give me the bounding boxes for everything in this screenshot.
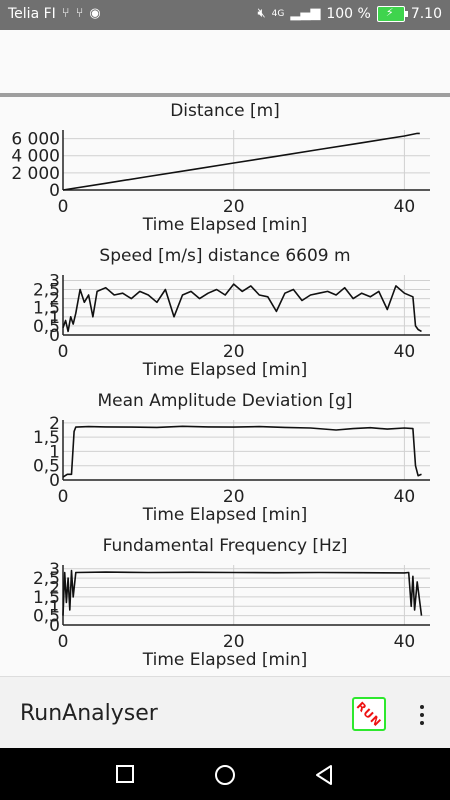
usb-icon: ⑂ bbox=[61, 6, 70, 21]
y-tick-label: 1,5 bbox=[33, 588, 60, 608]
x-tick-label: 40 bbox=[394, 342, 416, 362]
x-tick-label: 20 bbox=[223, 487, 245, 507]
x-axis-label: Time Elapsed [min] bbox=[142, 215, 308, 235]
y-tick-label: 2,5 bbox=[33, 281, 60, 301]
x-tick-label: 0 bbox=[58, 632, 69, 652]
y-tick-label: 4 000 bbox=[11, 147, 60, 167]
battery-icon: ⚡︎ bbox=[376, 6, 408, 22]
series-line bbox=[62, 283, 422, 333]
x-axis-label: Time Elapsed [min] bbox=[142, 505, 308, 525]
chart-title: Speed [m/s] distance 6609 m bbox=[99, 246, 350, 266]
y-tick-label: 1 bbox=[49, 597, 60, 617]
x-tick-label: 40 bbox=[394, 632, 416, 652]
y-tick-label: 2 bbox=[49, 414, 60, 434]
x-tick-label: 20 bbox=[223, 632, 245, 652]
home-icon[interactable] bbox=[214, 764, 236, 786]
y-tick-label: 0 bbox=[49, 616, 60, 636]
app-bar: RunAnalyser RUN bbox=[0, 676, 450, 749]
y-tick-label: 2 000 bbox=[11, 164, 60, 184]
y-tick-label: 2 bbox=[49, 579, 60, 599]
series-line bbox=[62, 425, 422, 478]
y-tick-label: 1,5 bbox=[33, 428, 60, 448]
y-tick-label: 2,5 bbox=[33, 569, 60, 589]
y-tick-label: 0 bbox=[49, 326, 60, 346]
y-tick-label: 0,5 bbox=[33, 457, 60, 477]
y-tick-label: 0,5 bbox=[33, 607, 60, 627]
y-tick-label: 0 bbox=[49, 181, 60, 201]
x-tick-label: 20 bbox=[223, 197, 245, 217]
charts-area[interactable]: Distance [m] 0 2 000 4 000 6 000 0 20 40 Time El… bbox=[0, 97, 450, 675]
chart-title: Distance [m] bbox=[170, 101, 280, 121]
y-tick-label: 3 bbox=[49, 271, 60, 291]
x-tick-label: 40 bbox=[394, 197, 416, 217]
top-blank-area bbox=[0, 30, 450, 94]
clock: 7.10 bbox=[410, 6, 442, 22]
y-tick-label: 6 000 bbox=[11, 130, 60, 150]
navigation-bar bbox=[0, 748, 450, 800]
y-tick-label: 1 bbox=[49, 442, 60, 462]
more-options-icon[interactable] bbox=[412, 699, 432, 731]
circle-app-icon: ◉ bbox=[89, 6, 101, 21]
x-tick-label: 20 bbox=[223, 342, 245, 362]
carrier-label: Telia FI bbox=[8, 6, 56, 22]
y-tick-label: 1,5 bbox=[33, 299, 60, 319]
x-axis-label: Time Elapsed [min] bbox=[142, 360, 308, 380]
battery-percent: 100 % bbox=[326, 6, 371, 22]
usb-icon: ⑂ bbox=[75, 6, 84, 21]
series-line bbox=[62, 132, 420, 191]
x-tick-label: 0 bbox=[58, 487, 69, 507]
y-tick-label: 0 bbox=[49, 471, 60, 491]
y-tick-label: 2 bbox=[49, 290, 60, 310]
app-title: RunAnalyser bbox=[20, 701, 158, 726]
signal-icon: ▂▄▆ bbox=[290, 6, 321, 21]
chart-title: Mean Amplitude Deviation [g] bbox=[97, 391, 352, 411]
divider bbox=[0, 93, 450, 97]
run-button[interactable]: RUN bbox=[352, 697, 386, 731]
status-bar: Telia FI ⑂ ⑂ ◉ 🔇︎ 4G ▂▄▆ 100 % ⚡︎ 7.10 bbox=[0, 0, 450, 30]
mute-icon: 🔇︎ bbox=[257, 6, 266, 21]
recent-apps-icon[interactable] bbox=[115, 764, 135, 784]
network-label: 4G bbox=[271, 9, 285, 19]
y-tick-label: 0,5 bbox=[33, 317, 60, 337]
y-tick-label: 3 bbox=[49, 560, 60, 580]
run-label: RUN bbox=[353, 698, 385, 730]
chart-title: Fundamental Frequency [Hz] bbox=[103, 536, 348, 556]
series-line bbox=[62, 569, 423, 616]
back-icon[interactable] bbox=[314, 764, 334, 786]
x-tick-label: 0 bbox=[58, 197, 69, 217]
x-axis-label: Time Elapsed [min] bbox=[142, 650, 308, 670]
y-tick-label: 1 bbox=[49, 308, 60, 328]
x-tick-label: 40 bbox=[394, 487, 416, 507]
x-tick-label: 0 bbox=[58, 342, 69, 362]
